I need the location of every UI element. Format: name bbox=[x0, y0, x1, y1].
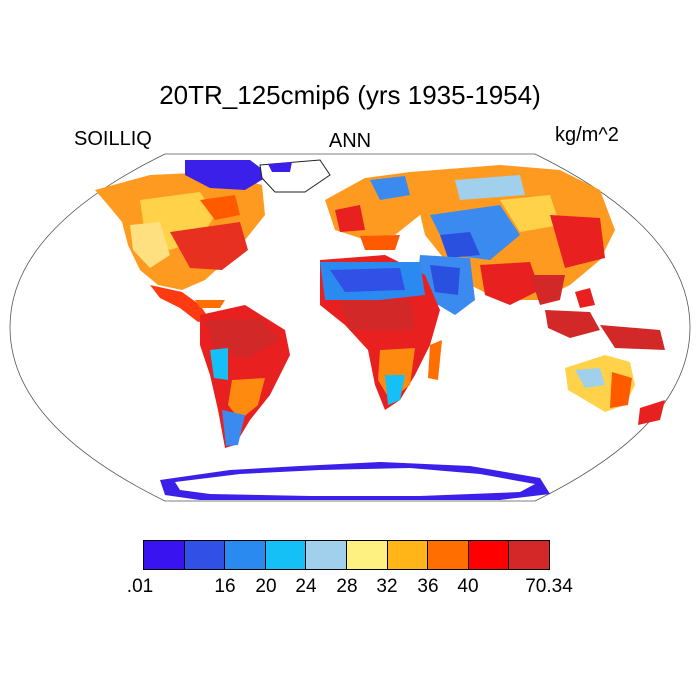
season-label: ANN bbox=[328, 130, 372, 152]
region-antarctica bbox=[160, 462, 550, 500]
chart-title: 20TR_125cmip6 (yrs 1935-1954) bbox=[159, 80, 541, 110]
colorbar-swatch-9 bbox=[468, 541, 510, 569]
colorbar-swatch-1 bbox=[144, 541, 185, 569]
colorbar-swatch-2 bbox=[184, 541, 226, 569]
region-north-america bbox=[95, 159, 331, 322]
colorbar-swatch-3 bbox=[225, 541, 266, 569]
colorbar-swatch-5 bbox=[306, 541, 347, 569]
colorbar-swatch-6 bbox=[346, 541, 388, 569]
colorbar-swatch-7 bbox=[387, 541, 429, 569]
colorbar-tick-label: 40 bbox=[457, 576, 479, 597]
colorbar-tick-label: 24 bbox=[295, 576, 317, 597]
colorbar-tick-label: 16 bbox=[214, 576, 236, 597]
region-maritime-asia bbox=[545, 288, 665, 350]
region-europe bbox=[325, 172, 430, 250]
region-africa bbox=[320, 255, 442, 410]
units-label: kg/m^2 bbox=[555, 124, 619, 146]
colorbar-swatch-10 bbox=[509, 541, 549, 569]
colorbar-tick-label: .01 bbox=[126, 576, 154, 597]
variable-label: SOILLIQ bbox=[74, 128, 152, 150]
colorbar-swatch-4 bbox=[265, 541, 307, 569]
colorbar-tick-label: 28 bbox=[336, 576, 358, 597]
colorbar-tick-label: 32 bbox=[376, 576, 398, 597]
region-south-america bbox=[200, 305, 290, 448]
colorbar-tick-label: 36 bbox=[417, 576, 439, 597]
colorbar bbox=[143, 540, 550, 570]
colorbar-tick-label: 20 bbox=[255, 576, 277, 597]
region-australia bbox=[565, 355, 665, 425]
colorbar-tick-label: 70.34 bbox=[525, 576, 573, 597]
colorbar-swatch-8 bbox=[428, 541, 469, 569]
